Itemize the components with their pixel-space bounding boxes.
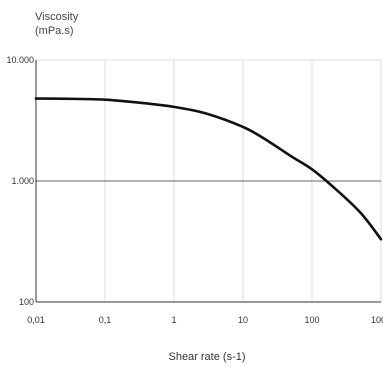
x-tick-label: 1 — [171, 315, 176, 325]
x-tick-label: 1000 — [371, 315, 383, 325]
x-axis-label: Shear rate (s-1) — [168, 351, 245, 363]
grid-lines — [36, 59, 382, 302]
y-tick-label: 100 — [19, 297, 34, 307]
series-line-0 — [34, 97, 383, 241]
y-tick-label: 10.000 — [6, 55, 34, 65]
x-tick-label: 100 — [304, 315, 319, 325]
series-layer — [34, 97, 383, 241]
x-tick-label: 10 — [238, 315, 248, 325]
tick-labels: 0,01 0,1 1 10 100 1000 10.000 1.000 100 — [6, 55, 383, 325]
x-tick-label: 0,01 — [27, 315, 45, 325]
y-axis-label-line-1: Viscosity — [35, 11, 79, 23]
y-axis-label-line-2: (mPa.s) — [35, 25, 74, 37]
axes — [35, 60, 381, 303]
x-tick-label: 0,1 — [99, 315, 112, 325]
y-tick-label: 1.000 — [11, 176, 34, 186]
